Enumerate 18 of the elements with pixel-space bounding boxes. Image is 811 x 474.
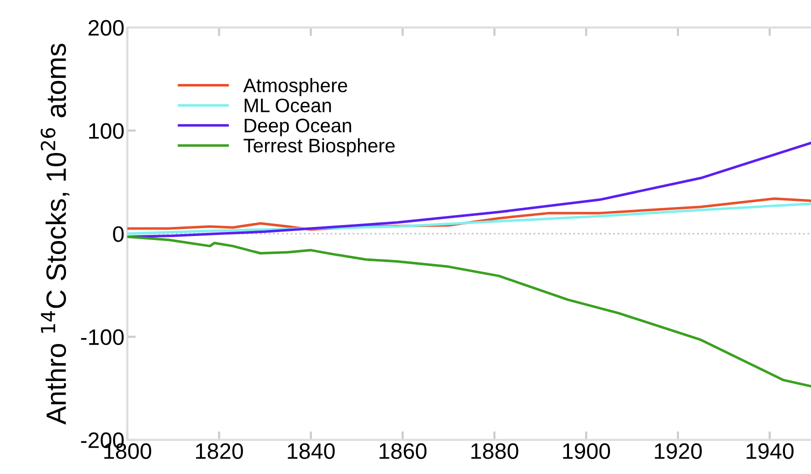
y-tick-label: -100 (81, 329, 124, 346)
x-tick-label: 1880 (471, 443, 518, 459)
x-tick-label: 1860 (380, 443, 426, 459)
line-series (127, 236, 811, 388)
legend-label: Deep Ocean (244, 118, 352, 136)
x-tick-label: 1820 (196, 443, 243, 459)
y-tick-label: 200 (88, 20, 124, 36)
y-tick-label: 100 (89, 123, 124, 139)
legend-label: ML Ocean (244, 98, 331, 112)
legend-label: Atmosphere (243, 78, 348, 96)
x-tick-label: 1840 (288, 443, 335, 459)
y-axis-title: Anthro $^{14}$C Stocks, 10$^{26}$ atoms (40, 44, 70, 425)
x-tick-label: 1920 (654, 443, 702, 459)
legend-label: Terrest Biosphere (244, 138, 395, 156)
y-tick-label: 0 (113, 226, 124, 242)
x-tick-label: 1900 (563, 443, 610, 459)
line-series (127, 202, 811, 235)
x-tick-label: 1940 (746, 443, 794, 459)
